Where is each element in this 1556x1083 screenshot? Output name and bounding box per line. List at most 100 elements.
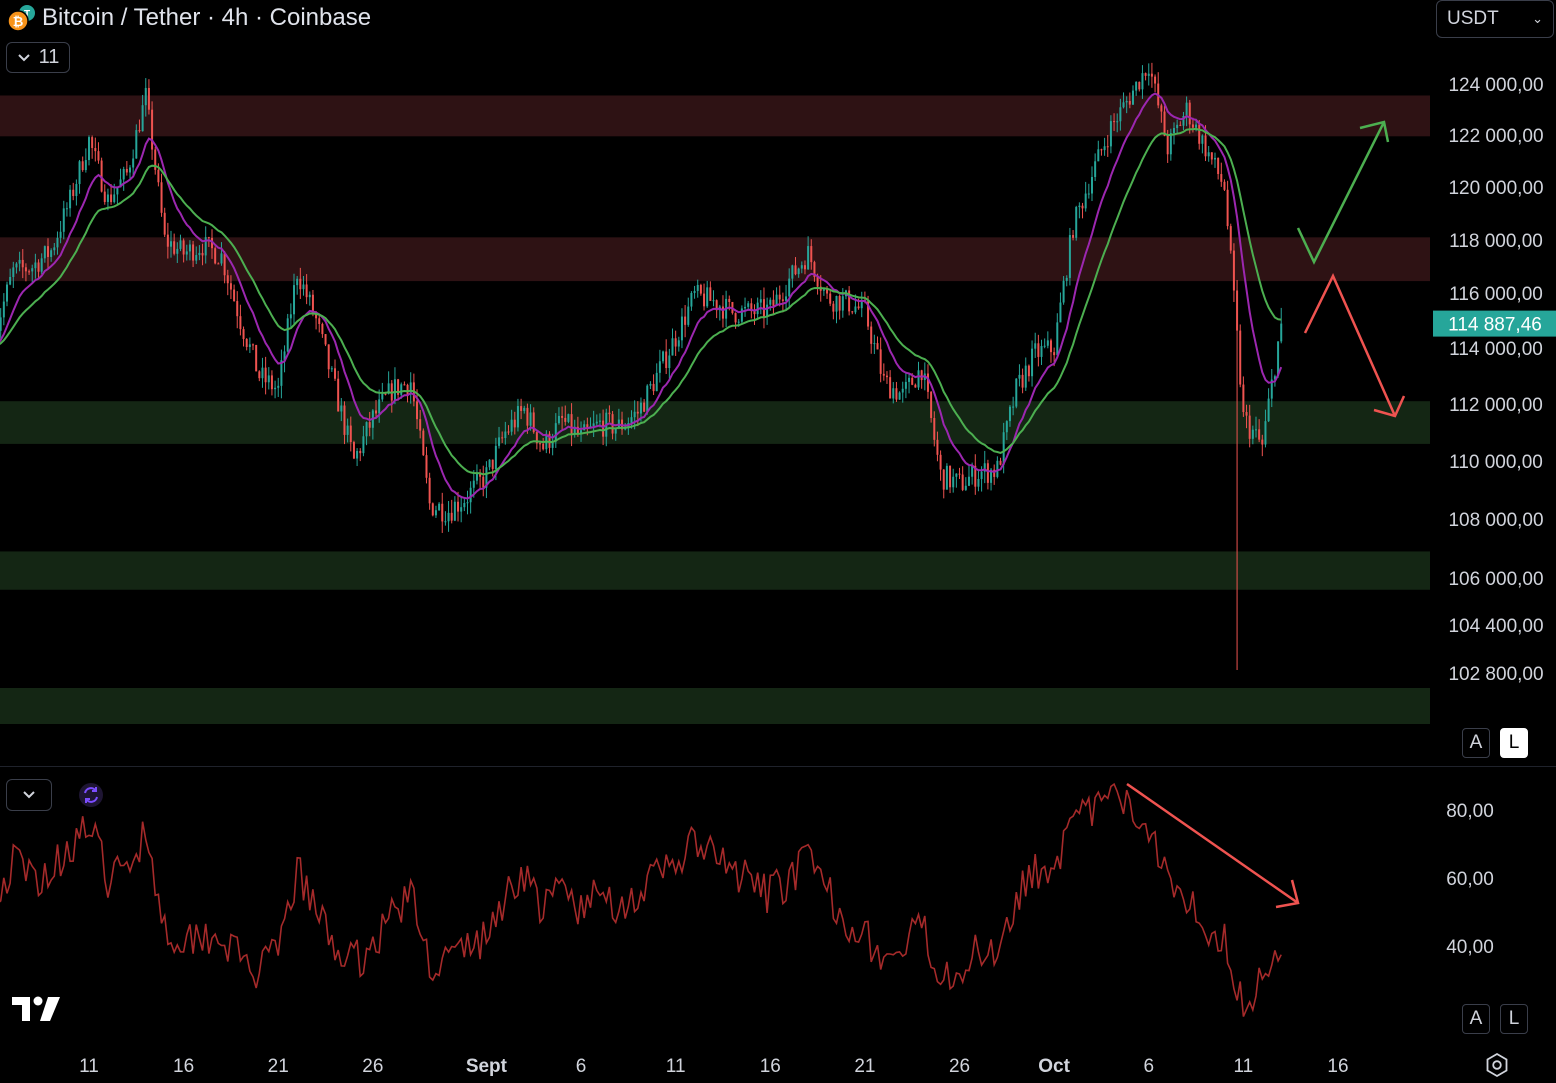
tradingview-logo[interactable]	[10, 994, 62, 1024]
candle	[690, 291, 693, 311]
main-auto-scale-button[interactable]: A	[1462, 728, 1490, 758]
candle	[119, 168, 122, 188]
settings-gear-icon[interactable]	[1484, 1052, 1510, 1078]
candle	[31, 264, 34, 283]
oscillator-pane[interactable]	[0, 782, 1300, 1017]
candle	[901, 381, 904, 403]
osc-auto-scale-button[interactable]: A	[1462, 1004, 1490, 1034]
candle	[892, 382, 895, 404]
currency-select[interactable]: USDT ⌄	[1436, 0, 1554, 38]
candle	[15, 262, 18, 274]
candle	[873, 334, 876, 355]
candle	[343, 401, 346, 445]
zones-layer	[0, 95, 1430, 724]
candle	[1280, 307, 1283, 344]
resistance-zone-0[interactable]	[0, 95, 1430, 137]
candle	[1236, 280, 1239, 670]
price-tick-label: 106 000,00	[1448, 569, 1543, 590]
time-tick-label: 26	[362, 1056, 383, 1077]
indicators-toggle[interactable]: 11	[6, 42, 70, 73]
price-tick-label: 104 400,00	[1448, 616, 1543, 637]
candle	[21, 249, 24, 279]
candle	[942, 469, 945, 499]
oscillator-toggle[interactable]	[6, 779, 52, 811]
candle	[18, 251, 21, 272]
candle	[854, 294, 857, 315]
candle	[1072, 230, 1075, 241]
divergence-arrow[interactable]	[1126, 782, 1300, 909]
time-tick-label: Sept	[466, 1056, 508, 1077]
oscillator-axis[interactable]: 80,00 60,00 40,00	[1446, 801, 1494, 958]
candle	[1267, 388, 1270, 423]
candle	[835, 295, 838, 324]
candle	[1176, 119, 1179, 134]
candle	[1144, 72, 1147, 81]
candle	[539, 442, 542, 452]
osc-log-scale-button[interactable]: L	[1500, 1004, 1528, 1034]
candle	[154, 146, 157, 175]
drawings-layer	[1296, 120, 1406, 418]
candle	[983, 450, 986, 484]
time-tick-label: 11	[79, 1056, 99, 1077]
candle	[141, 94, 144, 132]
candle	[438, 502, 441, 511]
candle	[1024, 357, 1027, 391]
candle	[1037, 334, 1040, 367]
refresh-icon[interactable]	[78, 782, 104, 808]
candle	[955, 473, 958, 488]
time-axis[interactable]: 11 16 21 26 Sept 6 11 16 21 26 Oct 6 11 16	[79, 1056, 1348, 1077]
support-zone-3[interactable]	[0, 551, 1430, 590]
candle	[1031, 340, 1034, 387]
candle	[1015, 378, 1018, 409]
candle	[933, 411, 936, 447]
candle	[1232, 243, 1235, 302]
price-tick-label: 112 000,00	[1449, 395, 1543, 416]
candle	[557, 407, 560, 425]
candle	[693, 285, 696, 299]
candle	[630, 410, 633, 429]
candle	[2, 293, 5, 326]
candle	[964, 477, 967, 491]
symbol-title[interactable]: Bitcoin / Tether · 4h · Coinbase	[42, 4, 372, 31]
candle	[687, 297, 690, 327]
candle	[1277, 341, 1280, 378]
candle	[475, 464, 478, 485]
svg-text:₿: ₿	[13, 14, 24, 29]
bullish-path-arrow[interactable]	[1296, 120, 1390, 265]
candle	[1157, 72, 1160, 109]
candle	[207, 236, 210, 247]
candle	[34, 253, 37, 279]
candle	[961, 466, 964, 492]
candle	[703, 283, 706, 311]
candle	[346, 418, 349, 443]
price-tick-label: 120 000,00	[1448, 178, 1543, 199]
candle	[0, 308, 2, 341]
main-log-scale-button[interactable]: L	[1500, 728, 1528, 758]
price-tick-label: 108 000,00	[1448, 510, 1543, 531]
pane-separator[interactable]	[0, 766, 1556, 767]
support-zone-2[interactable]	[0, 401, 1430, 444]
resistance-zone-1[interactable]	[0, 237, 1430, 282]
bearish-path-arrow[interactable]	[1303, 273, 1406, 418]
candle	[59, 220, 62, 244]
symbol-header[interactable]: T ₿ Bitcoin / Tether · 4h · Coinbase	[6, 2, 371, 34]
candle	[352, 440, 355, 460]
support-zone-4[interactable]	[0, 688, 1430, 724]
candle	[1119, 98, 1122, 131]
candle	[1138, 81, 1141, 92]
price-axis[interactable]: 124 000,00 122 000,00 120 000,00 118 000,00…	[1433, 75, 1556, 685]
candle	[1103, 137, 1106, 156]
candle	[5, 281, 8, 307]
candle	[65, 202, 68, 217]
candle	[595, 414, 598, 427]
candle	[920, 369, 923, 389]
candle	[696, 279, 699, 298]
candle	[567, 413, 570, 424]
candle	[419, 410, 422, 439]
candle	[867, 295, 870, 330]
candle	[885, 371, 888, 384]
candle	[293, 273, 296, 325]
time-tick-label: 6	[576, 1056, 587, 1077]
candle	[204, 226, 207, 264]
